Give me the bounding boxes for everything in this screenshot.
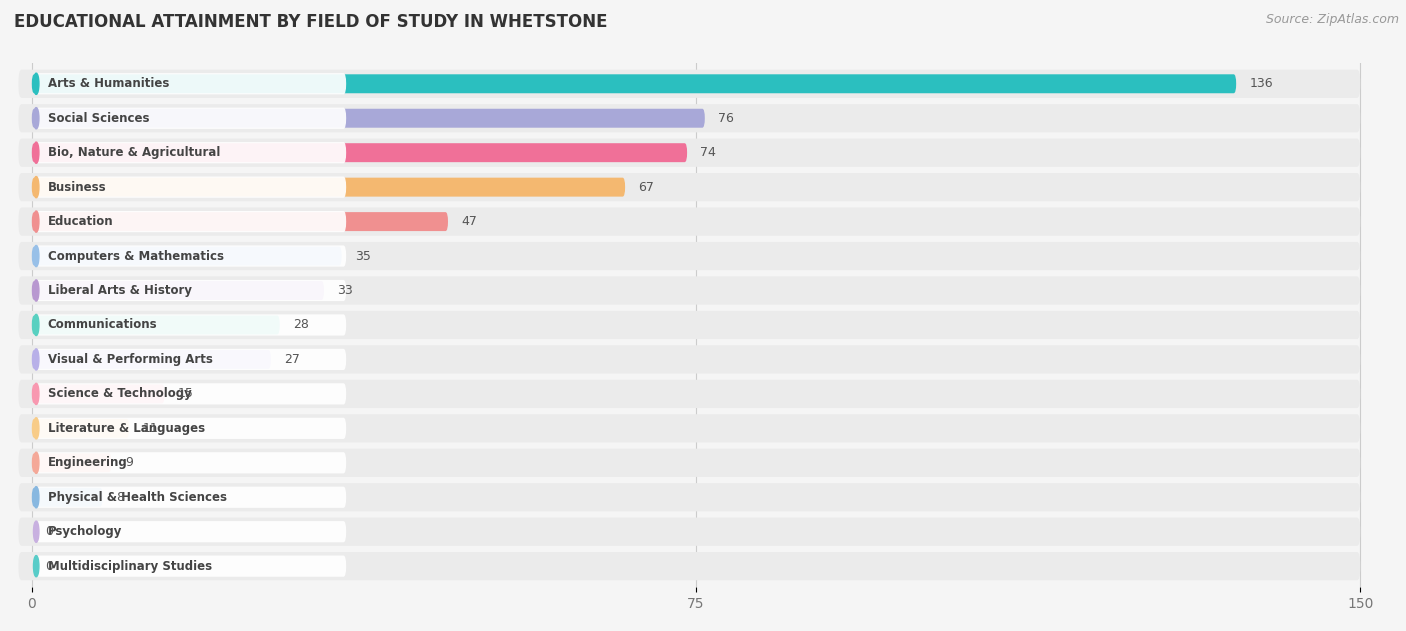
Circle shape bbox=[34, 555, 39, 577]
Text: 15: 15 bbox=[179, 387, 194, 401]
Circle shape bbox=[34, 418, 39, 439]
FancyBboxPatch shape bbox=[18, 380, 1360, 408]
Circle shape bbox=[34, 349, 39, 370]
Text: Engineering: Engineering bbox=[48, 456, 128, 469]
Text: Multidisciplinary Studies: Multidisciplinary Studies bbox=[48, 560, 212, 573]
Text: Social Sciences: Social Sciences bbox=[48, 112, 149, 125]
Text: Education: Education bbox=[48, 215, 114, 228]
FancyBboxPatch shape bbox=[37, 108, 346, 129]
Text: Bio, Nature & Agricultural: Bio, Nature & Agricultural bbox=[48, 146, 221, 159]
Text: Computers & Mathematics: Computers & Mathematics bbox=[48, 249, 224, 262]
FancyBboxPatch shape bbox=[37, 487, 346, 508]
Text: 0: 0 bbox=[45, 525, 53, 538]
Text: 76: 76 bbox=[718, 112, 734, 125]
FancyBboxPatch shape bbox=[18, 483, 1360, 511]
Circle shape bbox=[34, 521, 39, 542]
Circle shape bbox=[34, 314, 39, 336]
FancyBboxPatch shape bbox=[32, 453, 111, 472]
Text: 0: 0 bbox=[45, 560, 53, 573]
Text: Arts & Humanities: Arts & Humanities bbox=[48, 77, 169, 90]
FancyBboxPatch shape bbox=[37, 349, 346, 370]
Circle shape bbox=[34, 73, 39, 95]
FancyBboxPatch shape bbox=[37, 452, 346, 473]
FancyBboxPatch shape bbox=[18, 449, 1360, 477]
Text: 9: 9 bbox=[125, 456, 132, 469]
Text: 47: 47 bbox=[461, 215, 477, 228]
FancyBboxPatch shape bbox=[37, 177, 346, 198]
FancyBboxPatch shape bbox=[18, 311, 1360, 339]
Circle shape bbox=[34, 280, 39, 301]
FancyBboxPatch shape bbox=[37, 211, 346, 232]
FancyBboxPatch shape bbox=[18, 345, 1360, 374]
FancyBboxPatch shape bbox=[32, 488, 103, 507]
FancyBboxPatch shape bbox=[37, 418, 346, 439]
FancyBboxPatch shape bbox=[18, 517, 1360, 546]
FancyBboxPatch shape bbox=[18, 69, 1360, 98]
Text: Science & Technology: Science & Technology bbox=[48, 387, 191, 401]
Text: 8: 8 bbox=[115, 491, 124, 504]
FancyBboxPatch shape bbox=[32, 384, 165, 403]
Circle shape bbox=[34, 211, 39, 232]
Text: 28: 28 bbox=[292, 319, 309, 331]
FancyBboxPatch shape bbox=[18, 208, 1360, 236]
Text: 74: 74 bbox=[700, 146, 716, 159]
FancyBboxPatch shape bbox=[18, 173, 1360, 201]
FancyBboxPatch shape bbox=[32, 178, 626, 197]
FancyBboxPatch shape bbox=[18, 552, 1360, 581]
FancyBboxPatch shape bbox=[37, 314, 346, 336]
FancyBboxPatch shape bbox=[37, 280, 346, 301]
Text: Source: ZipAtlas.com: Source: ZipAtlas.com bbox=[1265, 13, 1399, 26]
FancyBboxPatch shape bbox=[18, 414, 1360, 442]
Text: 136: 136 bbox=[1250, 77, 1272, 90]
FancyBboxPatch shape bbox=[18, 242, 1360, 270]
FancyBboxPatch shape bbox=[37, 555, 346, 577]
Circle shape bbox=[34, 142, 39, 163]
FancyBboxPatch shape bbox=[32, 143, 688, 162]
Circle shape bbox=[34, 383, 39, 404]
FancyBboxPatch shape bbox=[37, 142, 346, 163]
Text: Psychology: Psychology bbox=[48, 525, 122, 538]
Text: 33: 33 bbox=[337, 284, 353, 297]
FancyBboxPatch shape bbox=[32, 419, 129, 438]
FancyBboxPatch shape bbox=[18, 276, 1360, 305]
Text: Business: Business bbox=[48, 180, 107, 194]
Text: Physical & Health Sciences: Physical & Health Sciences bbox=[48, 491, 226, 504]
Text: EDUCATIONAL ATTAINMENT BY FIELD OF STUDY IN WHETSTONE: EDUCATIONAL ATTAINMENT BY FIELD OF STUDY… bbox=[14, 13, 607, 31]
FancyBboxPatch shape bbox=[37, 73, 346, 95]
Text: Visual & Performing Arts: Visual & Performing Arts bbox=[48, 353, 212, 366]
FancyBboxPatch shape bbox=[32, 247, 342, 266]
FancyBboxPatch shape bbox=[32, 109, 704, 127]
Circle shape bbox=[34, 177, 39, 198]
Circle shape bbox=[34, 487, 39, 508]
FancyBboxPatch shape bbox=[18, 104, 1360, 133]
FancyBboxPatch shape bbox=[32, 74, 1236, 93]
FancyBboxPatch shape bbox=[32, 350, 271, 369]
Text: 27: 27 bbox=[284, 353, 299, 366]
FancyBboxPatch shape bbox=[37, 383, 346, 404]
FancyBboxPatch shape bbox=[37, 245, 346, 267]
Circle shape bbox=[34, 245, 39, 267]
FancyBboxPatch shape bbox=[32, 281, 323, 300]
FancyBboxPatch shape bbox=[32, 212, 449, 231]
Text: Literature & Languages: Literature & Languages bbox=[48, 422, 205, 435]
Text: Liberal Arts & History: Liberal Arts & History bbox=[48, 284, 191, 297]
Circle shape bbox=[34, 108, 39, 129]
FancyBboxPatch shape bbox=[37, 521, 346, 542]
Text: 35: 35 bbox=[356, 249, 371, 262]
Text: 67: 67 bbox=[638, 180, 654, 194]
Text: 11: 11 bbox=[142, 422, 159, 435]
FancyBboxPatch shape bbox=[32, 316, 280, 334]
Circle shape bbox=[34, 452, 39, 473]
FancyBboxPatch shape bbox=[18, 139, 1360, 167]
Text: Communications: Communications bbox=[48, 319, 157, 331]
